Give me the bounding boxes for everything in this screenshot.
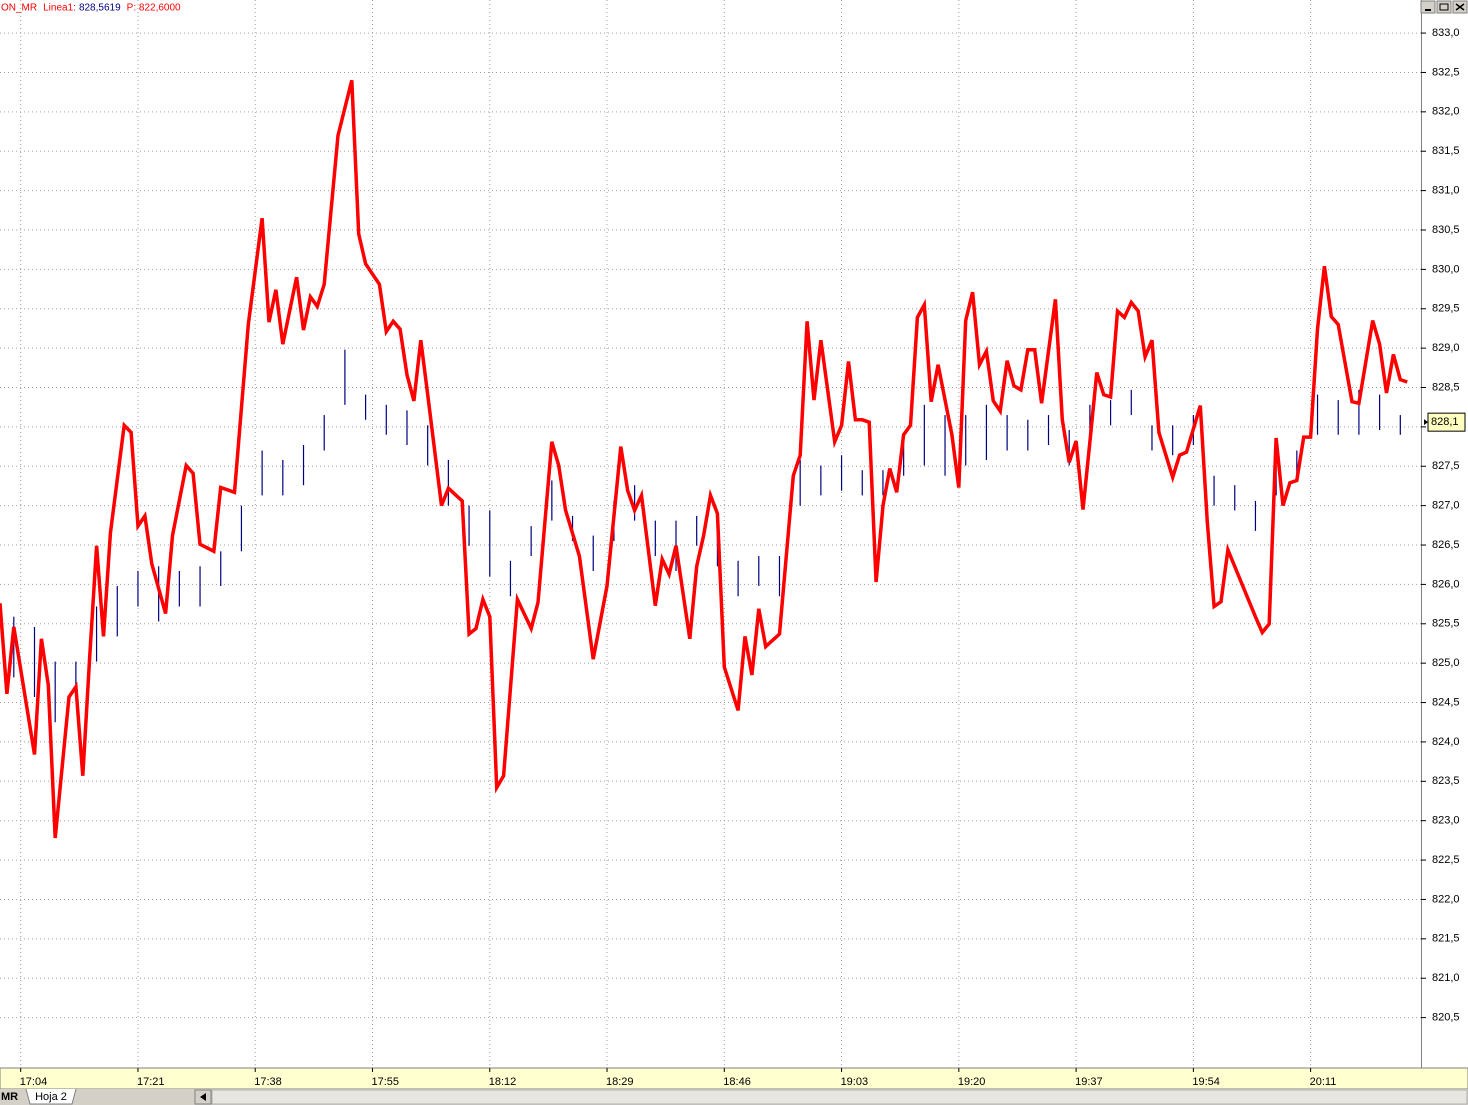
x-tick-label: 19:20 [958, 1076, 986, 1088]
symbol: ON_MR [1, 3, 37, 14]
y-tick-label: 822,5 [1432, 854, 1460, 866]
y-tick-label: 827,0 [1432, 500, 1460, 512]
y-tick-label: 826,0 [1432, 578, 1460, 590]
price: P: 822,6000 [127, 3, 181, 14]
x-tick-label: 17:21 [137, 1076, 165, 1088]
x-tick-label: 19:03 [841, 1076, 869, 1088]
x-tick-label: 17:04 [20, 1076, 48, 1088]
x-tick-label: 17:55 [371, 1076, 399, 1088]
y-tick-label: 826,5 [1432, 539, 1460, 551]
x-axis: 17:04 17:21 17:38 17:55 18:12 18:29 18:46 19:03… [20, 1068, 1337, 1088]
window-buttons [1420, 0, 1468, 14]
y-axis: 820,5 821,0 821,5 822,0 822,5 823,0 823,5 824,0… [1421, 27, 1466, 1023]
maximize-button[interactable] [1436, 0, 1452, 14]
y-tick-label: 828,5 [1432, 381, 1460, 393]
line-label: Linea1: [43, 3, 76, 14]
y-tick-label: 825,0 [1432, 657, 1460, 669]
y-tick-label: 829,0 [1432, 342, 1460, 354]
x-tick-label: 19:54 [1192, 1076, 1220, 1088]
sheet-tab-label[interactable]: Hoja 2 [35, 1091, 67, 1103]
y-tick-label: 820,5 [1432, 1011, 1460, 1023]
indicator-line [0, 79, 1408, 839]
y-tick-label: 823,5 [1432, 775, 1460, 787]
minimize-button[interactable] [1420, 0, 1436, 14]
y-tick-label: 827,5 [1432, 460, 1460, 472]
scroll-left-icon [200, 1093, 206, 1101]
x-tick-label: 18:29 [606, 1076, 634, 1088]
y-tick-label: 833,0 [1432, 27, 1460, 39]
plot [0, 79, 1408, 839]
y-tick-label: 831,0 [1432, 185, 1460, 197]
x-tick-label: 17:38 [254, 1076, 282, 1088]
y-tick-label: 829,5 [1432, 303, 1460, 315]
line-value: 828,5619 [79, 3, 121, 14]
x-tick-label: 18:12 [489, 1076, 517, 1088]
y-tick-label: 824,5 [1432, 696, 1460, 708]
y-tick-label: 825,5 [1432, 618, 1460, 630]
y-tick-label: 824,0 [1432, 736, 1460, 748]
y-tick-label: 832,5 [1432, 66, 1460, 78]
y-tick-label: 823,0 [1432, 815, 1460, 827]
x-tick-label: 20:11 [1310, 1076, 1337, 1088]
x-tick-label: 18:46 [723, 1076, 751, 1088]
close-icon [1455, 3, 1465, 11]
footer-symbol: MR [1, 1091, 18, 1103]
sheet-tab[interactable] [25, 1088, 77, 1105]
y-tick-label: 821,5 [1432, 933, 1460, 945]
y-tick-label: 821,0 [1432, 972, 1460, 984]
x-tick-label: 19:37 [1075, 1076, 1103, 1088]
last-value-pointer [1424, 419, 1428, 426]
maximize-icon [1439, 3, 1449, 11]
scrollbar-track[interactable] [211, 1089, 1468, 1105]
y-tick-label: 822,0 [1432, 893, 1460, 905]
y-tick-label: 830,0 [1432, 263, 1460, 275]
y-tick-label: 832,0 [1432, 106, 1460, 118]
y-tick-label: 830,5 [1432, 224, 1460, 236]
y-tick-label: 831,5 [1432, 145, 1460, 157]
last-value-label: 828,1 [1431, 416, 1459, 428]
